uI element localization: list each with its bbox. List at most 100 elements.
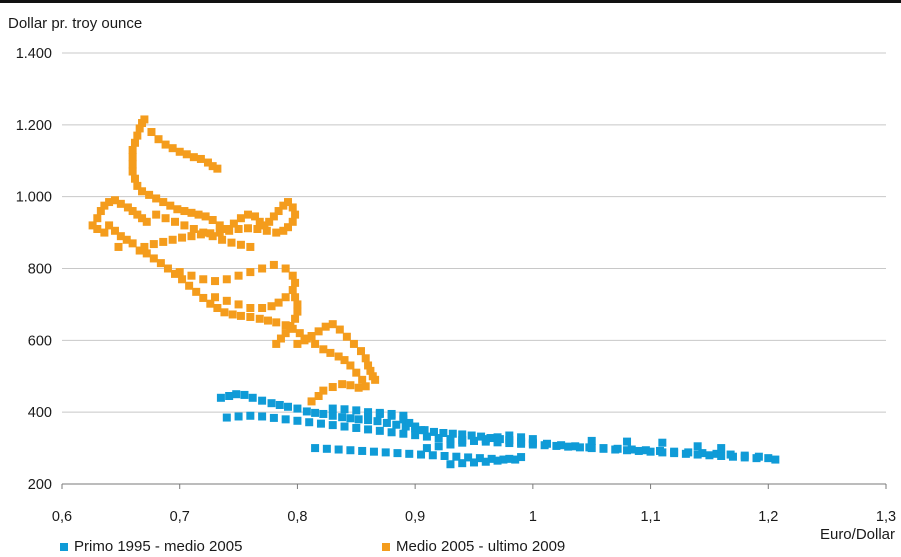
data-points: [88, 115, 780, 469]
scatter-point: [105, 221, 114, 230]
scatter-point: [168, 144, 177, 153]
scatter-point: [116, 199, 125, 208]
scatter-point: [222, 413, 231, 422]
scatter-point: [771, 455, 780, 464]
scatter-point: [145, 190, 154, 199]
scatter-point: [149, 240, 158, 249]
scatter-point: [269, 260, 278, 269]
scatter-point: [291, 278, 300, 287]
scatter-point: [178, 275, 187, 284]
scatter-point: [446, 435, 455, 444]
scatter-point: [458, 430, 467, 439]
scatter-point: [246, 312, 255, 321]
scatter-point: [208, 162, 217, 171]
scatter-point: [291, 210, 300, 219]
scatter-point: [248, 393, 257, 402]
scatter-point: [293, 300, 302, 309]
scatter-point: [728, 452, 737, 461]
scatter-point: [135, 124, 144, 133]
x-tick-label: 1,2: [758, 509, 778, 525]
scatter-point: [319, 386, 328, 395]
scatter-point: [399, 429, 408, 438]
scatter-point: [302, 407, 311, 416]
y-tick-label: 600: [28, 333, 52, 349]
series-1: [216, 390, 780, 469]
scatter-point: [328, 411, 337, 420]
scatter-point: [159, 198, 168, 207]
scatter-point: [528, 435, 537, 444]
scatter-point: [422, 444, 431, 453]
scatter-point: [149, 254, 158, 263]
scatter-point: [189, 224, 198, 233]
scatter-point: [352, 423, 361, 432]
y-tick-labels: 200 400 600 800 1.000 1.200 1.400: [16, 46, 52, 493]
scatter-point: [100, 228, 109, 237]
scatter-point: [123, 203, 132, 212]
scatter-point: [405, 418, 414, 427]
scatter-point: [175, 268, 184, 277]
scatter-point: [182, 150, 191, 159]
scatter-point: [288, 286, 297, 295]
scatter-point: [130, 138, 139, 147]
scatter-point: [307, 397, 316, 406]
scatter-point: [448, 429, 457, 438]
scatter-point: [517, 439, 526, 448]
scatter-point: [213, 304, 222, 313]
scatter-point: [116, 232, 125, 241]
scatter-point: [281, 415, 290, 424]
scatter-point: [434, 434, 443, 443]
scatter-point: [293, 416, 302, 425]
scatter-point: [571, 442, 580, 451]
scatter-point: [208, 216, 217, 225]
scatter-point: [222, 275, 231, 284]
scatter-point: [284, 402, 293, 411]
scatter-point: [211, 277, 220, 286]
scatter-point: [133, 210, 142, 219]
scatter-point: [467, 431, 476, 440]
scatter-point: [375, 408, 384, 417]
scatter-point: [288, 217, 297, 226]
scatter-point: [305, 418, 314, 427]
scatter-point: [364, 361, 373, 370]
scatter-point: [192, 287, 201, 296]
scatter-point: [284, 198, 293, 207]
scatter-point: [258, 304, 267, 313]
scatter-point: [698, 449, 707, 458]
scatter-point: [439, 428, 448, 437]
x-tick-labels: 0,6 0,7 0,8 0,9 1 1,1 1,2 1,3: [52, 484, 896, 525]
scatter-point: [262, 226, 271, 235]
scatter-point: [316, 419, 325, 428]
scatter-point: [130, 174, 139, 183]
scatter-point: [187, 208, 196, 217]
scatter-point: [93, 224, 102, 233]
scatter-point: [272, 318, 281, 327]
scatter-point: [267, 399, 276, 408]
scatter-point: [293, 339, 302, 348]
scatter-point: [557, 441, 566, 450]
scatter-point: [243, 210, 252, 219]
scatter-point: [178, 233, 187, 242]
scatter-point: [274, 298, 283, 307]
scatter-point: [387, 428, 396, 437]
scatter-point: [291, 293, 300, 302]
scatter-point: [611, 445, 620, 454]
scatter-point: [328, 421, 337, 430]
scatter-point: [366, 366, 375, 375]
scatter-point: [328, 404, 337, 413]
scatter-point: [275, 400, 284, 409]
x-axis-label: Euro/Dollar: [819, 526, 895, 543]
legend-swatch-series-2: [382, 542, 390, 551]
scatter-point: [246, 411, 255, 420]
scatter-point: [646, 447, 655, 456]
scatter-point: [203, 158, 212, 167]
scatter-point: [335, 325, 344, 334]
scatter-point: [105, 198, 114, 207]
scatter-point: [314, 392, 323, 401]
scatter-point: [168, 235, 177, 244]
scatter-point: [352, 368, 361, 377]
scatter-point: [452, 452, 461, 461]
x-tick-label: 0,9: [405, 509, 425, 525]
scatter-point: [133, 181, 142, 190]
scatter-point: [161, 214, 170, 223]
scatter-point: [340, 356, 349, 365]
